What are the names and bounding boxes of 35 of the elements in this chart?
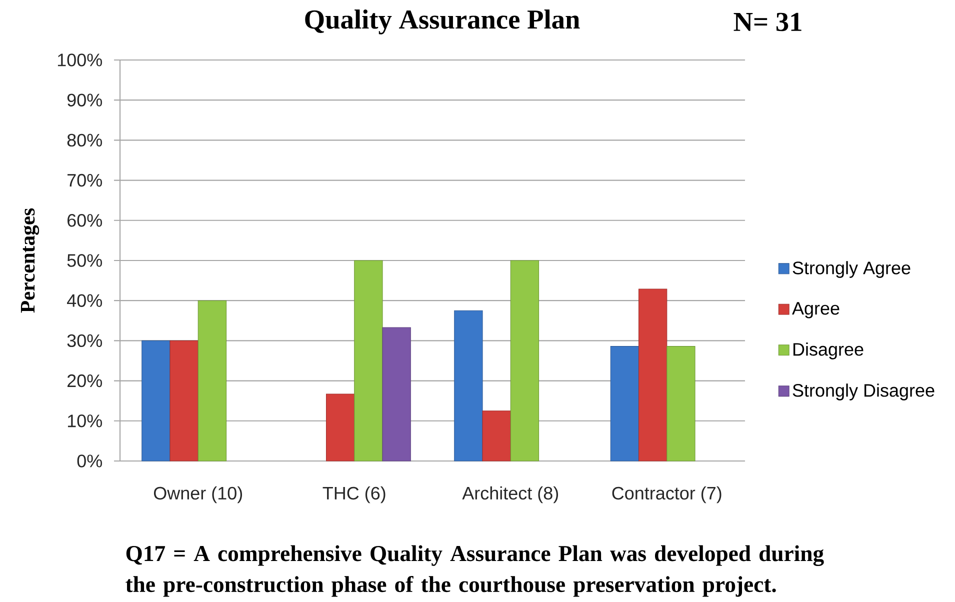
bar [510, 260, 540, 462]
y-tick-label: 30% [67, 334, 102, 348]
x-tick-label: Contractor (7) [612, 486, 722, 504]
y-tick-label: 70% [68, 174, 102, 187]
bar [142, 340, 170, 462]
legend-label: Strongly Disagree [792, 384, 934, 400]
bar [382, 327, 411, 462]
legend-label: Agree [792, 302, 840, 318]
y-tick-label: 0% [77, 454, 102, 468]
bar [198, 300, 227, 462]
bar [482, 410, 511, 462]
y-tick-label: 100% [58, 54, 102, 66]
chart-subtitle: N= 31 [734, 12, 802, 32]
chart-title: Quality Assurance Plan [305, 10, 580, 34]
y-tick-label: 60% [68, 214, 102, 227]
bar [610, 346, 640, 462]
y-tick-label: 10% [68, 414, 102, 428]
bar [326, 394, 355, 462]
y-tick-label: 90% [67, 94, 102, 106]
x-tick-label: Owner (10) [154, 486, 242, 504]
y-tick-label: 50% [67, 254, 102, 267]
x-tick-label: THC (6) [322, 486, 386, 504]
bar [638, 288, 668, 462]
bar [454, 310, 483, 462]
y-tick-label: 80% [67, 134, 102, 147]
bar [666, 346, 696, 462]
y-tick-label: 40% [67, 294, 102, 307]
text: Q17 = A comprehensive Quality Assurance Plan was developed during the pre-construction phase of the courthouse preservation project. [126, 545, 824, 597]
y-axis-title: Percentages [20, 208, 40, 313]
legend-label: Strongly Agree [792, 261, 910, 278]
y-tick-label: 20% [68, 374, 102, 388]
bar [354, 260, 383, 462]
bar [170, 340, 198, 462]
legend-label: Disagree [793, 342, 864, 360]
x-tick-label: Architect (8) [462, 486, 558, 504]
